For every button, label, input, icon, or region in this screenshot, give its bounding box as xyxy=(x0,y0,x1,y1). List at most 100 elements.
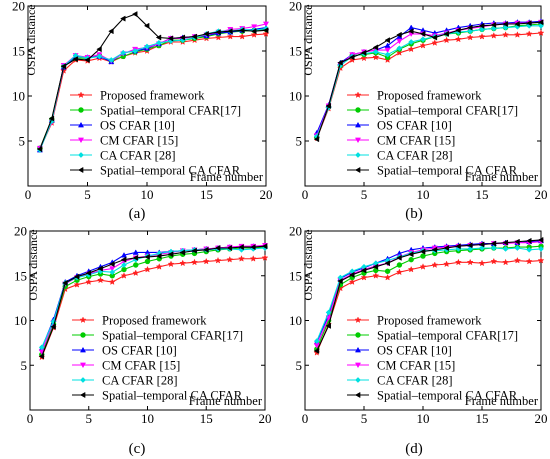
data-point xyxy=(537,236,544,243)
data-point xyxy=(419,263,427,270)
data-point xyxy=(478,259,486,267)
data-point xyxy=(48,115,55,122)
data-point xyxy=(478,241,485,248)
data-point xyxy=(443,30,449,37)
x-tick-label: 5 xyxy=(361,187,368,202)
data-point xyxy=(191,247,197,254)
data-point xyxy=(179,249,186,256)
x-tick-label: 5 xyxy=(84,187,91,202)
data-point xyxy=(384,42,391,48)
data-point xyxy=(407,45,415,53)
data-point xyxy=(467,242,473,249)
data-point xyxy=(325,102,331,109)
data-point xyxy=(502,239,508,246)
legend-swatch-marker xyxy=(80,377,86,383)
legend-swatch-marker xyxy=(79,316,87,323)
legend-swatch-marker xyxy=(354,391,361,399)
legend-entry: Spatial–temporal CFAR[17] xyxy=(347,329,518,343)
data-point xyxy=(325,309,332,316)
x-tick-label: 10 xyxy=(141,411,154,426)
legend-swatch-marker xyxy=(354,316,362,323)
legend-label: Spatial–temporal CFAR[17] xyxy=(100,104,241,118)
x-tick-label: 20 xyxy=(259,411,272,426)
data-point xyxy=(262,21,270,28)
data-point xyxy=(526,20,532,27)
data-point xyxy=(514,238,520,245)
data-point xyxy=(73,281,81,288)
x-tick-label: 0 xyxy=(25,187,32,202)
data-point xyxy=(155,39,162,46)
data-point xyxy=(179,34,186,41)
legend-label: CA CFAR [28] xyxy=(377,149,452,163)
data-point xyxy=(108,278,116,285)
legend-label: Proposed framework xyxy=(377,314,482,328)
y-tick-label: 10 xyxy=(289,89,302,104)
data-point xyxy=(431,39,439,46)
x-tick-label: 0 xyxy=(302,187,309,202)
series-6 xyxy=(313,236,544,354)
data-point xyxy=(419,248,426,255)
data-point xyxy=(420,253,426,259)
x-tick-label: 0 xyxy=(27,411,34,426)
legend-swatch-marker xyxy=(80,332,86,338)
y-tick-label: 15 xyxy=(14,268,27,283)
data-point xyxy=(179,259,187,267)
data-point xyxy=(431,261,439,268)
data-point xyxy=(203,30,209,37)
data-point xyxy=(249,255,257,262)
data-point xyxy=(396,262,403,268)
data-point xyxy=(108,57,115,63)
y-tick-label: 10 xyxy=(14,313,27,328)
data-point xyxy=(443,36,451,44)
y-tick-label: 5 xyxy=(19,134,26,149)
data-point xyxy=(132,48,139,54)
legend-entry: Spatial–temporal CA CFAR xyxy=(347,389,518,403)
data-point xyxy=(526,237,532,244)
data-point xyxy=(132,269,140,277)
data-point xyxy=(384,37,390,44)
data-point xyxy=(360,49,367,56)
legend-swatch-marker xyxy=(354,362,362,369)
y-tick-label: 20 xyxy=(12,0,25,14)
legend-entry: OS CFAR [10] xyxy=(70,119,175,133)
data-point xyxy=(349,54,355,61)
data-point xyxy=(502,31,510,38)
data-point xyxy=(537,256,545,264)
data-point xyxy=(372,48,379,55)
legend-label: OS CFAR [10] xyxy=(377,344,452,358)
legend-swatch-marker xyxy=(78,152,84,158)
legend-label: Spatial–temporal CA CFAR xyxy=(102,389,243,403)
legend-entry: Spatial–temporal CFAR[17] xyxy=(72,329,243,343)
data-point xyxy=(251,24,258,30)
y-tick-label: 15 xyxy=(289,268,302,283)
data-point xyxy=(226,32,234,40)
data-point xyxy=(50,323,56,330)
data-point xyxy=(419,41,427,49)
data-point xyxy=(167,35,174,42)
y-tick-label: 20 xyxy=(14,224,27,239)
data-point xyxy=(372,44,379,51)
x-tick-label: 10 xyxy=(417,187,430,202)
data-point xyxy=(490,240,497,247)
data-point xyxy=(466,33,474,41)
x-tick-label: 5 xyxy=(361,411,368,426)
data-point xyxy=(167,251,174,258)
legend-label: CM CFAR [15] xyxy=(377,359,455,373)
legend-entry: Spatial–temporal CA CFAR xyxy=(72,389,243,403)
panel-caption: (d) xyxy=(405,441,423,457)
data-point xyxy=(238,244,244,251)
legend-label: CM CFAR [15] xyxy=(377,134,455,148)
x-tick-label: 15 xyxy=(200,411,213,426)
data-point xyxy=(191,33,197,40)
legend-entry: OS CFAR [10] xyxy=(347,344,452,358)
legend-swatch-marker xyxy=(78,107,84,113)
data-point xyxy=(144,253,150,260)
data-point xyxy=(454,35,462,43)
data-point xyxy=(155,263,163,270)
data-point xyxy=(348,278,356,285)
legend-label: CA CFAR [28] xyxy=(377,374,452,388)
data-point xyxy=(537,19,544,26)
data-point xyxy=(514,20,520,28)
